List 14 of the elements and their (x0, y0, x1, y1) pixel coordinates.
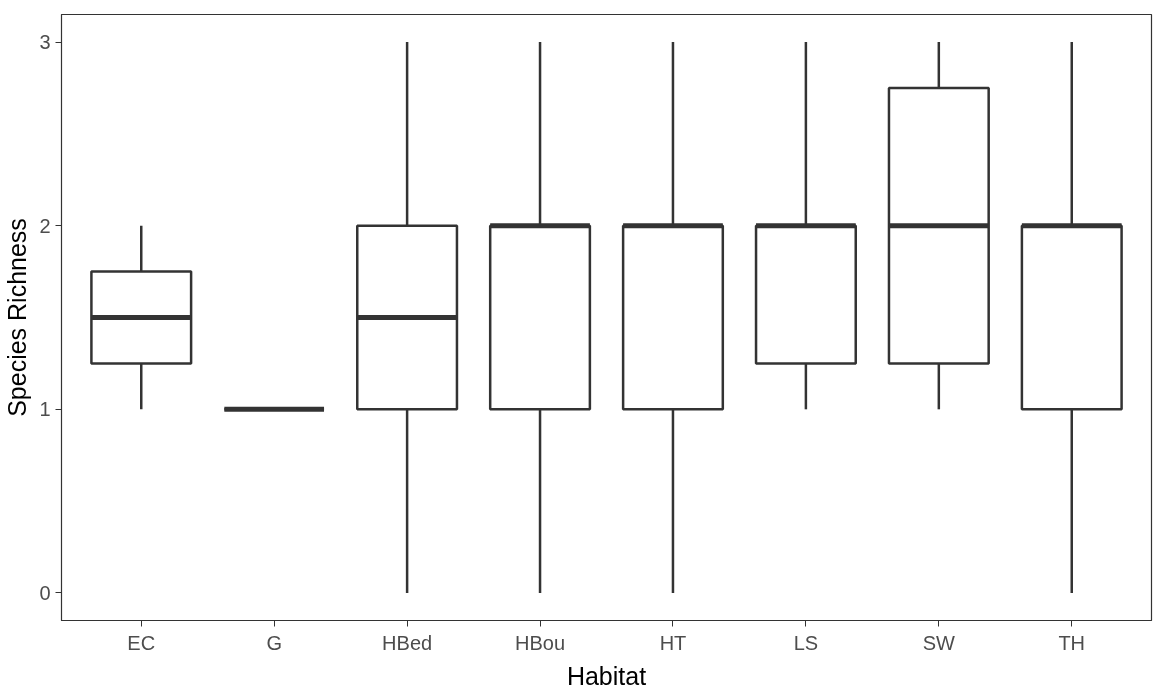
x-tick-label: SW (922, 631, 956, 654)
x-axis-title: Habitat (566, 661, 647, 690)
y-axis-title: Species Richness (3, 218, 32, 417)
x-tick-label: HT (659, 631, 687, 654)
y-tick-label: 3 (39, 31, 51, 54)
x-tick-label: HBed (382, 631, 433, 654)
x-tick-label: HBou (515, 631, 566, 654)
y-tick-label: 0 (39, 581, 51, 604)
x-tick-label: LS (793, 631, 819, 654)
x-tick-label: TH (1058, 631, 1086, 654)
y-tick-label: 2 (39, 214, 51, 237)
x-tick-label: EC (127, 631, 156, 654)
x-tick-label: G (266, 631, 282, 654)
y-tick-label: 1 (39, 398, 51, 421)
